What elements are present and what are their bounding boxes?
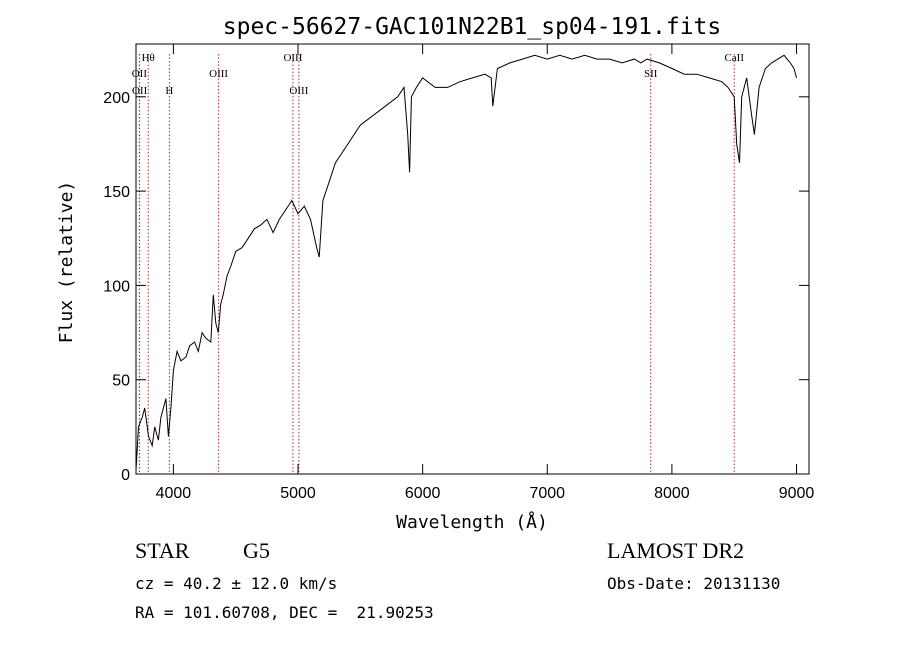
x-axis-label: Wavelength (Å) [396,511,548,533]
line-marker-label: OII [132,68,148,80]
y-tick-label: 200 [103,90,130,107]
y-axis-label: Flux (relative) [56,181,77,344]
line-marker-label: H [165,85,173,97]
y-tick-label: 150 [103,184,130,201]
x-tick-label: 4000 [156,485,192,502]
object-class: STAR [135,538,190,563]
survey-label: LAMOST DR2 [607,538,745,563]
line-marker-label: Hθ [142,52,155,64]
object-subclass: G5 [243,538,270,563]
line-marker-label: OIII [289,85,308,97]
x-tick-label: 6000 [405,485,441,502]
redshift-readout: cz = 40.2 ± 12.0 km/s [135,574,338,593]
plot-frame [135,43,810,475]
line-marker-label: OII [132,85,148,97]
spectrum-line [135,54,797,471]
y-tick-label: 50 [112,373,130,390]
x-tick-label: 9000 [779,485,815,502]
emission-line-markers: Hθ OII OII H OIII OIII OIII SII CaII [132,52,744,474]
y-tick-label: 100 [103,278,130,295]
obs-date: Obs-Date: 20131130 [607,574,781,593]
x-tick-label: 8000 [654,485,690,502]
line-marker-label: OIII [283,52,302,64]
x-tick-label: 5000 [280,485,316,502]
y-tick-label: 0 [121,467,130,484]
x-tick-label: 7000 [529,485,565,502]
axis-ticks: 4000 5000 6000 7000 8000 9000 0 50 100 150 200 [103,44,814,502]
line-marker-label: SII [644,68,658,80]
coordinates-readout: RA = 101.60708, DEC = 21.90253 [135,603,434,622]
line-marker-label: CaII [724,52,744,64]
chart-title: spec-56627-GAC101N22B1_sp04-191.fits [223,14,722,40]
line-marker-label: OIII [209,68,228,80]
